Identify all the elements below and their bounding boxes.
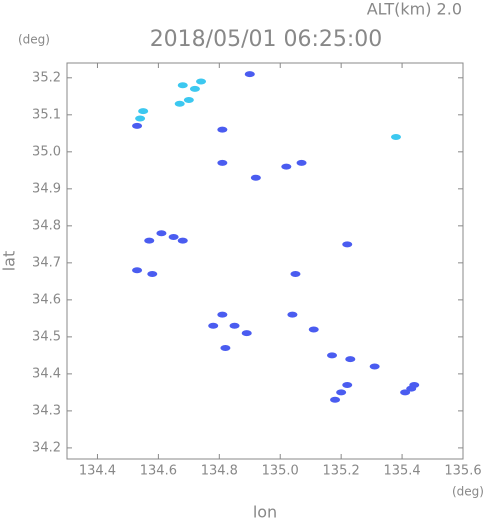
- y-tick-label: 34.8: [32, 218, 61, 233]
- echo-cell: [342, 241, 353, 248]
- echo-cell: [390, 134, 401, 141]
- y-tick-label: 34.6: [32, 292, 61, 307]
- echo-cell: [369, 363, 380, 370]
- echo-cell: [177, 82, 188, 89]
- x-tick-label: 134.4: [79, 464, 116, 479]
- echo-cell: [327, 352, 338, 359]
- chart-title: 2018/05/01 06:25:00: [150, 27, 383, 52]
- echo-cell: [220, 344, 231, 351]
- x-tick-label: 135.2: [323, 464, 360, 479]
- echo-cell: [244, 71, 255, 78]
- y-tick-label: 34.4: [32, 366, 61, 381]
- echo-cell: [409, 381, 420, 388]
- echo-cell: [345, 356, 356, 363]
- echo-cell: [183, 97, 194, 104]
- echo-cell: [308, 326, 319, 333]
- y-tick-label: 35.2: [32, 70, 61, 85]
- echo-cell: [336, 389, 347, 396]
- echo-cell: [132, 267, 143, 274]
- echo-cell: [208, 322, 219, 329]
- echo-cell: [177, 237, 188, 244]
- x-tick-label: 134.8: [201, 464, 238, 479]
- plot-frame: [66, 62, 464, 460]
- x-tick-label: 135.0: [262, 464, 299, 479]
- echo-cell: [168, 233, 179, 240]
- echo-cell: [174, 100, 185, 107]
- echo-cell: [156, 230, 167, 237]
- y-tick-label: 35.1: [32, 107, 61, 122]
- echo-cell: [250, 174, 261, 181]
- echo-cell: [217, 311, 228, 318]
- y-tick-label: 34.7: [32, 255, 61, 270]
- echo-cell: [135, 115, 146, 122]
- y-unit: (deg): [18, 33, 50, 47]
- altitude-label: ALT(km) 2.0: [367, 0, 462, 19]
- echo-cell: [132, 122, 143, 129]
- echo-cell: [241, 330, 252, 337]
- echo-cell: [189, 85, 200, 92]
- y-tick-label: 34.5: [32, 329, 61, 344]
- x-unit: (deg): [452, 485, 484, 499]
- echo-cell: [196, 78, 207, 85]
- y-axis-label: lat: [0, 251, 19, 272]
- y-tick-label: 34.2: [32, 440, 61, 455]
- echo-cell: [296, 159, 307, 166]
- y-tick-label: 34.9: [32, 181, 61, 196]
- y-tick-label: 35.0: [32, 144, 61, 159]
- echo-cell: [400, 389, 411, 396]
- y-tick-label: 34.3: [32, 403, 61, 418]
- x-axis-label: lon: [253, 503, 277, 521]
- echo-cell: [144, 237, 155, 244]
- echo-cell: [342, 381, 353, 388]
- echo-cell: [281, 163, 292, 170]
- echo-cell: [217, 126, 228, 133]
- echo-cell: [290, 270, 301, 277]
- echo-cell: [229, 322, 240, 329]
- x-tick-label: 135.6: [444, 464, 481, 479]
- echo-cell: [147, 270, 158, 277]
- echo-cell: [330, 396, 341, 403]
- x-tick-label: 135.4: [383, 464, 420, 479]
- echo-cell: [287, 311, 298, 318]
- x-tick-label: 134.6: [140, 464, 177, 479]
- echo-cell: [138, 108, 149, 115]
- echo-cell: [217, 159, 228, 166]
